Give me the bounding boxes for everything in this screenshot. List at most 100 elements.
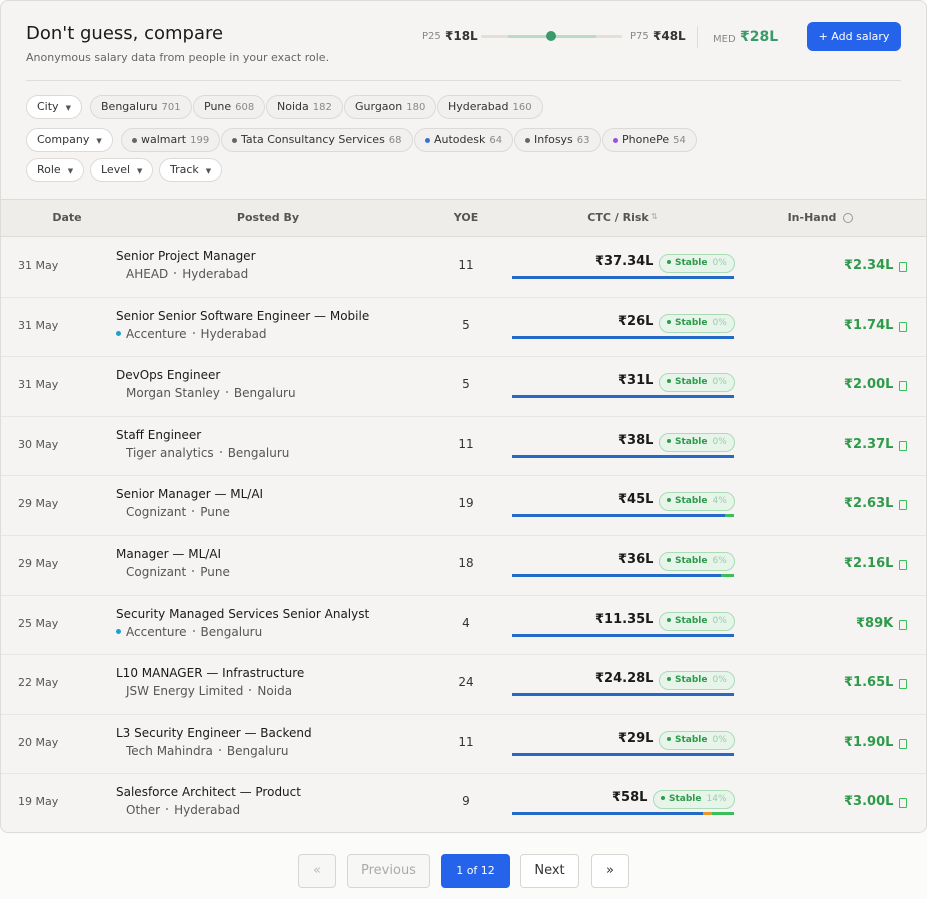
- risk-dot: [667, 498, 671, 503]
- filter-dropdown[interactable]: Role ▼: [26, 158, 85, 182]
- risk-dot: [667, 319, 671, 324]
- company: Cognizant: [126, 565, 187, 579]
- separator: [192, 510, 195, 513]
- risk-bar: [712, 812, 734, 816]
- risk-dot: [667, 558, 671, 562]
- company-dot: [116, 509, 121, 514]
- risk-badge: Stable 0%: [659, 611, 735, 631]
- filter-dropdown[interactable]: Track ▼: [159, 158, 223, 182]
- company-line: JSW Energy Limited Noida: [116, 684, 292, 698]
- date: 29 May: [18, 497, 59, 511]
- dropdown-label: Company: [37, 133, 90, 146]
- filter-chip[interactable]: Infosys 63: [514, 128, 601, 152]
- chip-count: 54: [673, 135, 686, 146]
- ctc-bar: [512, 574, 721, 577]
- doc-icon[interactable]: [899, 262, 907, 272]
- filter-chip[interactable]: PhonePe 54: [602, 128, 697, 152]
- chip-dot: [525, 137, 530, 143]
- ctc-bar: [512, 276, 734, 279]
- role: Senior Manager — ML/AI: [116, 487, 264, 502]
- city: Hyderabad: [200, 326, 267, 341]
- company-line: Other Hyderabad: [116, 803, 240, 817]
- risk-dot: [667, 677, 671, 682]
- company-line: Accenture Bengaluru: [116, 625, 262, 639]
- chip-count: 608: [235, 102, 255, 113]
- filter-dropdown[interactable]: Level ▼: [90, 158, 154, 182]
- risk-pct: 6%: [712, 556, 727, 566]
- header-rule: [26, 80, 901, 81]
- separator: [249, 689, 252, 692]
- filter-chip[interactable]: Tata Consultancy Services 68: [221, 128, 413, 152]
- p75: ₹48L: [653, 29, 686, 43]
- ctc: ₹45L: [618, 492, 654, 508]
- caret: ▼: [205, 167, 212, 175]
- row-divider: [1, 296, 926, 298]
- filter-chip[interactable]: walmart 199: [121, 128, 221, 152]
- role: DevOps Engineer: [116, 368, 221, 383]
- doc-icon[interactable]: [899, 321, 907, 332]
- doc-icon[interactable]: [899, 619, 907, 630]
- ctc: ₹11.35L: [595, 611, 654, 627]
- row-divider: [1, 475, 926, 477]
- risk: Stable: [675, 675, 708, 686]
- page-button-previous[interactable]: Previous: [347, 854, 430, 888]
- separator: [192, 331, 195, 334]
- filter-chip[interactable]: Pune 608: [193, 95, 266, 119]
- ctc-bar: [512, 335, 734, 339]
- filter-dropdown[interactable]: City ▼: [26, 95, 82, 119]
- doc-icon[interactable]: [899, 381, 907, 392]
- ctc-bar: [512, 633, 734, 637]
- chip-count: 182: [312, 102, 332, 113]
- risk-badge: Stable 0%: [659, 254, 735, 273]
- dropdown-label: Track: [170, 163, 199, 176]
- divider: [697, 26, 698, 48]
- role: Senior Senior Software Engineer — Mobile: [116, 308, 370, 323]
- ctc: ₹31L: [618, 373, 654, 389]
- doc-icon[interactable]: [899, 738, 907, 749]
- in-hand: ₹2.63L: [844, 496, 894, 512]
- ctc-bar: [512, 454, 734, 458]
- risk-pct: 0%: [712, 615, 727, 626]
- filter-dropdown[interactable]: Company ▼: [26, 128, 113, 152]
- filter-chip[interactable]: Hyderabad 160: [437, 95, 543, 119]
- page-button-next[interactable]: Next: [520, 854, 579, 888]
- yoe: 4: [462, 615, 470, 630]
- page-button-first[interactable]: «: [298, 854, 336, 888]
- page-button-last[interactable]: »: [591, 854, 629, 888]
- city: Bengaluru: [227, 445, 290, 460]
- p25: ₹18L: [445, 29, 478, 43]
- date: 31 May: [18, 259, 59, 272]
- date: 25 May: [18, 616, 59, 630]
- ctc: ₹36L: [618, 552, 654, 567]
- doc-icon[interactable]: [899, 440, 907, 451]
- risk-pct: 0%: [712, 317, 727, 328]
- role: Staff Engineer: [116, 427, 202, 442]
- row-divider: [1, 415, 926, 417]
- risk-dot: [667, 379, 671, 384]
- company-dot: [116, 688, 121, 693]
- chip-name: Noida: [277, 100, 309, 113]
- caret: ▼: [96, 137, 102, 145]
- chip-count: 160: [512, 102, 532, 113]
- chip-count: 64: [489, 135, 503, 146]
- filter-chip[interactable]: Noida 182: [266, 95, 343, 119]
- chip-name: Infosys: [534, 133, 573, 146]
- role: Salesforce Architect — Product: [116, 785, 301, 800]
- doc-icon[interactable]: [899, 798, 907, 809]
- filter-chip[interactable]: Bengaluru 701: [90, 95, 192, 119]
- page-button-current[interactable]: 1 of 12: [441, 854, 510, 888]
- dropdown-label: Level: [101, 163, 131, 176]
- doc-icon[interactable]: [899, 679, 907, 690]
- doc-icon[interactable]: [899, 500, 907, 511]
- doc-icon[interactable]: [899, 560, 907, 570]
- column-header: CTC / Risk: [587, 211, 649, 224]
- ctc-bar: [512, 395, 734, 399]
- yoe: 5: [462, 317, 470, 332]
- chip-dot: [613, 137, 618, 143]
- filter-chip[interactable]: Gurgaon 180: [344, 95, 437, 119]
- risk-dot: [661, 796, 665, 801]
- company: Morgan Stanley: [126, 386, 220, 401]
- separator: [192, 629, 195, 632]
- add-salary-button[interactable]: + Add salary: [807, 22, 901, 51]
- filter-chip[interactable]: Autodesk 64: [414, 128, 514, 152]
